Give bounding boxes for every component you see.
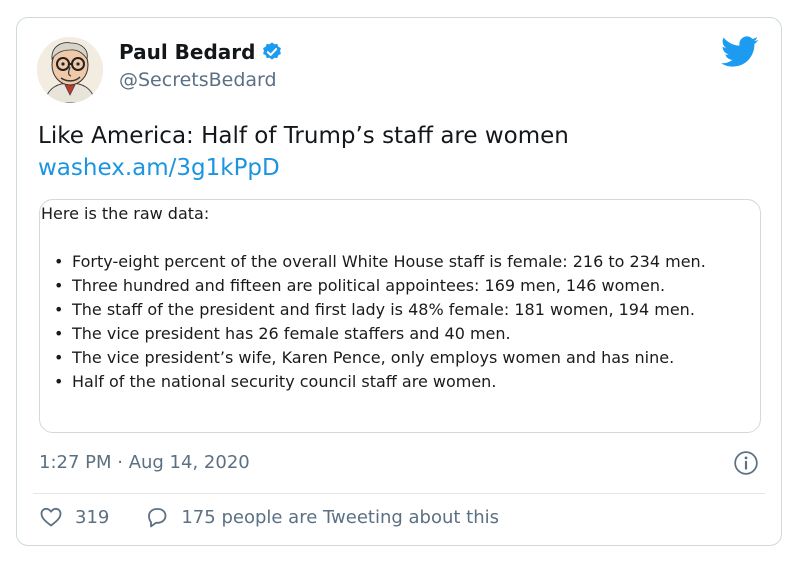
tweeting-about-label: 175 people are Tweeting about this: [181, 506, 500, 528]
tweet-card[interactable]: Paul Bedard @SecretsBedard Like America:…: [16, 17, 782, 546]
author-name-row[interactable]: Paul Bedard: [119, 40, 283, 64]
author-handle[interactable]: @SecretsBedard: [119, 69, 277, 91]
bullet-list: • Forty-eight percent of the overall Whit…: [40, 250, 706, 394]
list-item: • Three hundred and fifteen are political…: [54, 276, 666, 295]
embed-intro: Here is the raw data:: [41, 204, 210, 223]
list-item: • Half of the national security council s…: [54, 372, 497, 391]
like-count: 319: [75, 506, 110, 528]
verified-badge-icon: [263, 42, 282, 60]
avatar[interactable]: [37, 37, 103, 103]
twitter-bird-icon[interactable]: [721, 36, 759, 68]
author-name[interactable]: Paul Bedard: [119, 40, 256, 64]
tweeting-about-link[interactable]: 175 people are Tweeting about this: [145, 505, 499, 529]
tweet-timestamp[interactable]: 1:27 PM · Aug 14, 2020: [39, 452, 250, 473]
heart-icon: [40, 507, 62, 527]
action-bar: 319 175 people are Tweeting about this: [39, 505, 499, 529]
list-item: • The vice president has 26 female staffe…: [54, 324, 511, 343]
embedded-image[interactable]: Here is the raw data: • Forty-eight perce…: [39, 199, 761, 433]
tweet-link[interactable]: washex.am/3g1kPpD: [38, 155, 280, 181]
caricature-avatar-icon: [37, 37, 103, 103]
divider: [33, 493, 765, 494]
reply-bubble-icon: [148, 508, 167, 528]
list-item: • The staff of the president and first la…: [54, 300, 695, 319]
list-item: • The vice president’s wife, Karen Pence,…: [54, 348, 675, 367]
like-button[interactable]: 319: [39, 505, 109, 529]
info-icon[interactable]: [733, 450, 759, 476]
list-item: • Forty-eight percent of the overall Whit…: [54, 252, 706, 271]
tweet-text: Like America: Half of Trump’s staff are …: [38, 123, 569, 149]
